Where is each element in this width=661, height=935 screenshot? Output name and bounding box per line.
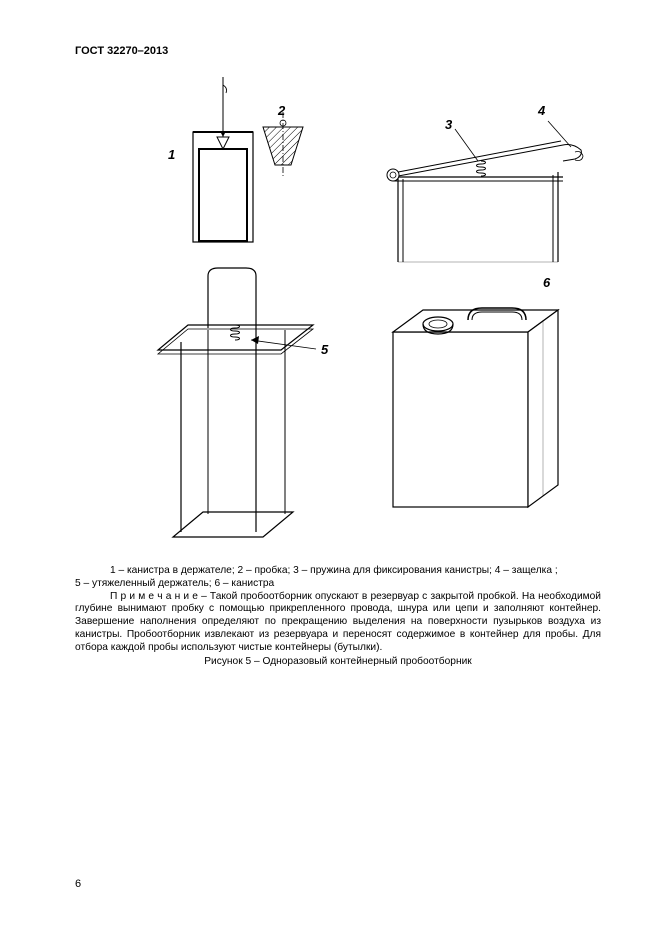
legend-line-1: 1 – канистра в держателе; 2 – пробка; 3 … (75, 565, 601, 578)
figure-caption: Рисунок 5 – Одноразовый контейнерный про… (75, 656, 601, 669)
figure-note: П р и м е ч а н и е – Такой пробоотборни… (75, 591, 601, 655)
diagram-canister-in-holder (183, 77, 263, 252)
diagram-canister (383, 292, 573, 522)
callout-1: 1 (168, 147, 175, 162)
diagram-weighted-holder (153, 262, 333, 557)
diagram-spring-latch (363, 117, 593, 267)
page-number: 6 (75, 878, 81, 890)
callout-6: 6 (543, 275, 550, 290)
callout-2: 2 (278, 103, 285, 118)
document-header: ГОСТ 32270–2013 (75, 45, 601, 57)
legend-line-2: 5 – утяжеленный держатель; 6 – канистра (75, 578, 601, 591)
diagram-stopper (258, 117, 308, 187)
callout-4: 4 (538, 103, 545, 118)
figure-5: 1 2 3 4 5 6 (83, 67, 593, 557)
figure-legend: 1 – канистра в держателе; 2 – пробка; 3 … (75, 565, 601, 669)
